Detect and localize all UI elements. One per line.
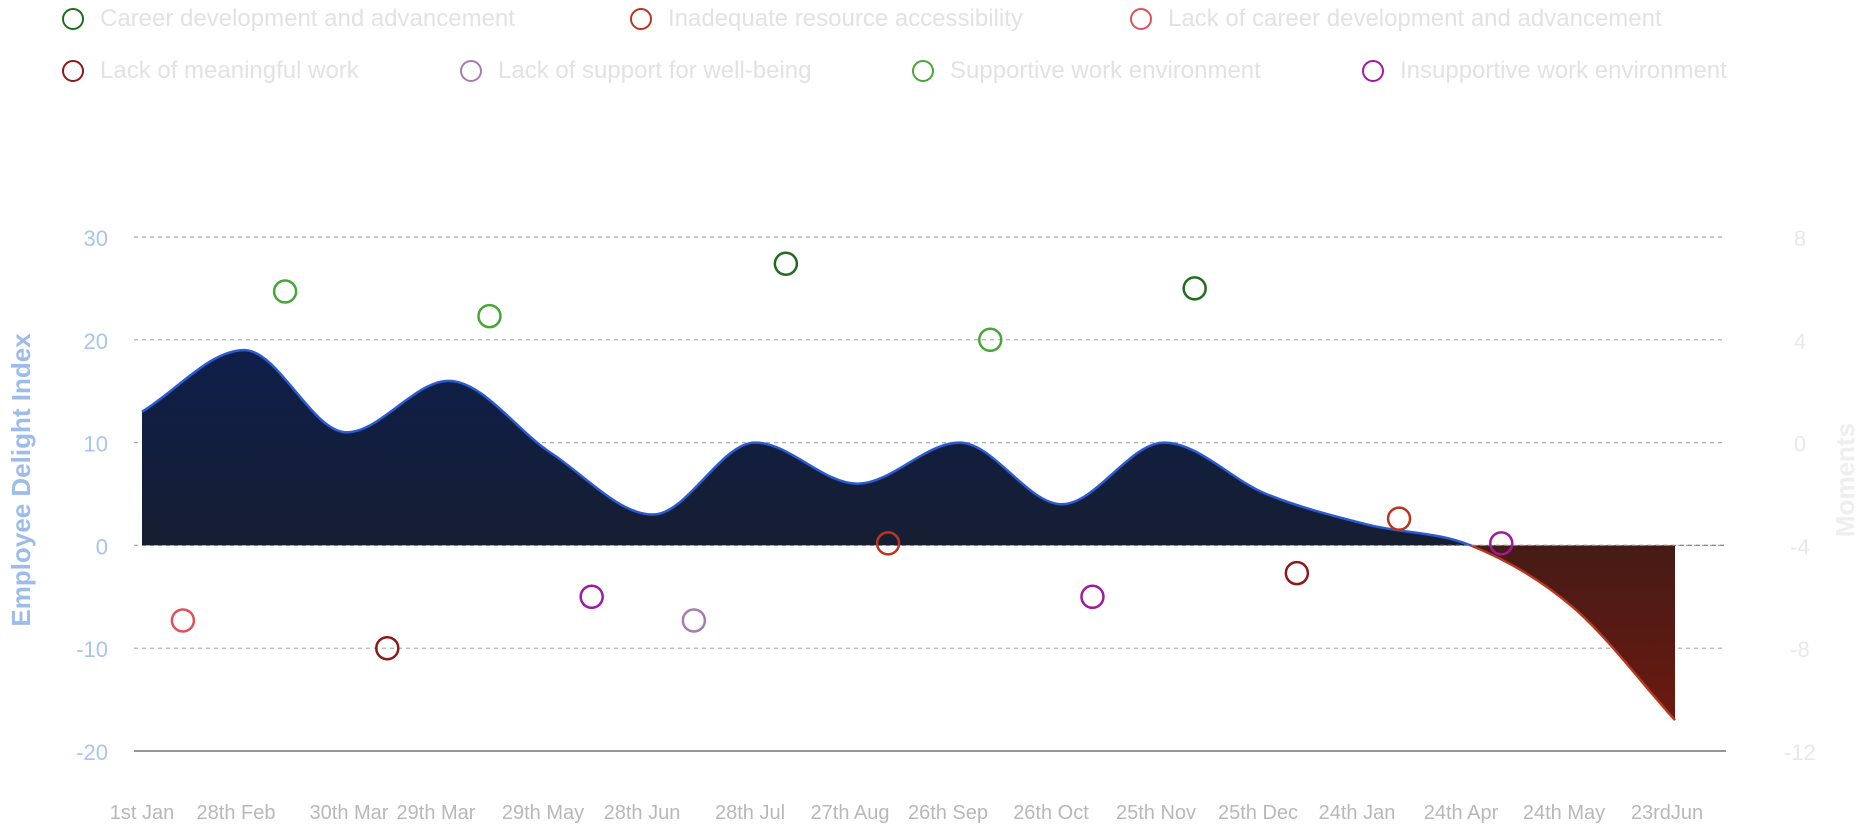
moment-point[interactable]: [1284, 560, 1310, 586]
y-tick-label: 10: [84, 432, 108, 457]
x-tick-label: 24th Apr: [1424, 802, 1499, 824]
y2-tick-label: 0: [1794, 432, 1806, 457]
legend-item[interactable]: Insupportive work environment: [1362, 57, 1727, 85]
moment-point[interactable]: [681, 608, 707, 633]
legend-item[interactable]: Lack of meaningful work: [62, 57, 359, 85]
moment-point[interactable]: [875, 531, 901, 556]
area-fill-negative: [1470, 545, 1675, 721]
moment-points: [170, 251, 1514, 661]
legend-item[interactable]: Supportive work environment: [912, 57, 1261, 85]
legend-label: Lack of career development and advanceme…: [1168, 5, 1662, 32]
legend-marker-icon: [630, 8, 652, 30]
legend-marker-icon: [1130, 8, 1152, 30]
legend-label: Inadequate resource accessibility: [668, 5, 1023, 32]
axes: 30 20 10 0 -10 -20 8 4 0 -4 -8 -12 1st Jan 28th Feb 30…: [76, 226, 1816, 824]
x-tick-label: 24th May: [1523, 802, 1605, 824]
y2-tick-label: -12: [1784, 740, 1816, 765]
y2-tick-label: -4: [1790, 534, 1810, 559]
y-axis-title: Employee Delight Index: [6, 333, 36, 627]
y-tick-label: -10: [76, 637, 108, 662]
x-tick-label: 28th Feb: [197, 802, 276, 824]
x-tick-label: 29th Mar: [397, 802, 476, 824]
x-tick-label: 27th Aug: [811, 802, 890, 824]
series-line-positive: [141, 348, 1474, 546]
y-tick-label: 0: [96, 534, 108, 559]
x-tick-label: 29th May: [502, 802, 584, 824]
moment-point[interactable]: [1182, 276, 1207, 301]
legend-marker-icon: [912, 60, 934, 82]
legend-marker-icon: [62, 8, 84, 30]
legend-label: Lack of meaningful work: [100, 57, 359, 84]
legend-label: Insupportive work environment: [1400, 57, 1727, 84]
y-tick-label: -20: [76, 740, 108, 765]
legend-marker-icon: [460, 60, 482, 82]
x-tick-label: 26th Oct: [1013, 802, 1089, 824]
x-tick-label: 25th Nov: [1116, 802, 1196, 824]
moment-point[interactable]: [272, 279, 298, 304]
x-tick-label: 23rdJun: [1631, 802, 1703, 824]
y-tick-label: 20: [84, 329, 108, 354]
y-tick-label: 30: [84, 226, 108, 251]
moment-point[interactable]: [1386, 506, 1412, 531]
moment-point[interactable]: [375, 635, 400, 661]
x-tick-label: 28th Jun: [604, 802, 681, 824]
moment-point[interactable]: [978, 327, 1003, 353]
moment-point[interactable]: [1489, 531, 1514, 556]
x-tick-label: 26th Sep: [908, 802, 988, 824]
area-fill-positive: [142, 350, 1675, 546]
legend-item[interactable]: Career development and advancement: [62, 5, 515, 33]
legend-marker-icon: [1362, 60, 1384, 82]
chart-legend: Career development and advancement Inadeq…: [0, 0, 1862, 110]
moment-point[interactable]: [579, 584, 604, 610]
x-tick-label: 30th Mar: [310, 802, 389, 824]
legend-item[interactable]: Lack of career development and advanceme…: [1130, 5, 1662, 33]
x-tick-label: 28th Jul: [715, 802, 785, 824]
legend-label: Career development and advancement: [100, 5, 515, 32]
moment-point[interactable]: [773, 251, 799, 276]
x-tick-label: 1st Jan: [110, 802, 174, 824]
y2-tick-label: 4: [1794, 329, 1806, 354]
moment-point[interactable]: [170, 608, 196, 633]
legend-item[interactable]: Lack of support for well-being: [460, 57, 812, 85]
legend-item[interactable]: Inadequate resource accessibility: [630, 5, 1023, 33]
y2-tick-label: 8: [1794, 226, 1806, 251]
area-series: [141, 348, 1726, 721]
x-tick-label: 24th Jan: [1319, 802, 1396, 824]
legend-label: Supportive work environment: [950, 57, 1261, 84]
moment-point[interactable]: [477, 303, 502, 329]
legend-marker-icon: [62, 60, 84, 82]
y2-axis-title: Moments: [1830, 423, 1860, 537]
legend-label: Lack of support for well-being: [498, 57, 812, 84]
x-tick-label: 25th Dec: [1218, 802, 1298, 824]
moment-point[interactable]: [1080, 584, 1105, 610]
y2-tick-label: -8: [1790, 637, 1810, 662]
